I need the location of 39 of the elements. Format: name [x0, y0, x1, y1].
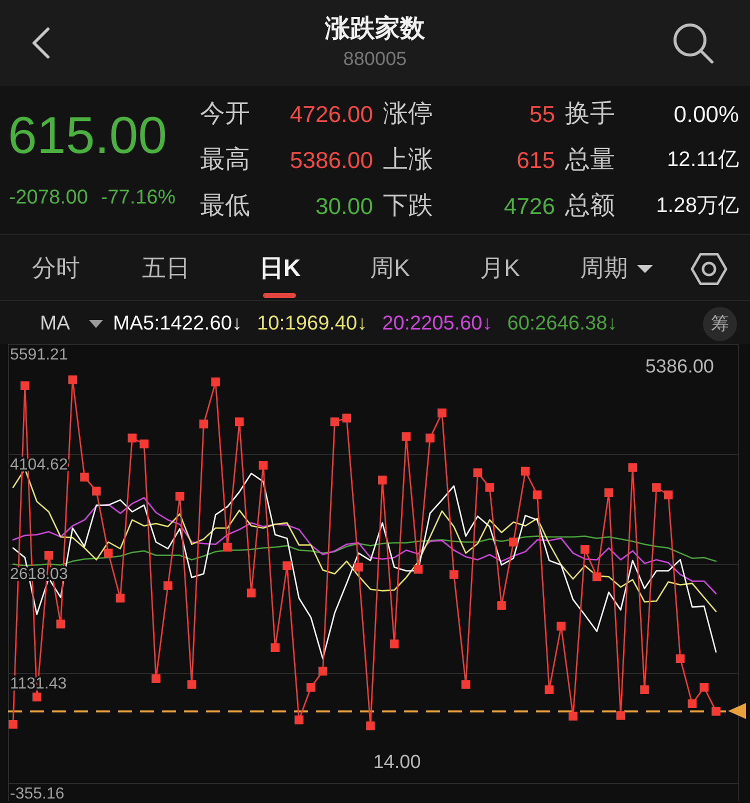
text: 0.00%	[674, 100, 739, 128]
text: 总量	[565, 146, 615, 174]
text: 12.11亿	[667, 148, 739, 172]
text: 880005	[343, 49, 407, 71]
text: 总额	[565, 192, 615, 220]
text: 5386.00	[290, 146, 373, 174]
text: 下跌	[383, 192, 433, 220]
text: 20:2205.60↓	[382, 312, 492, 336]
y-tick-label: -355.16	[10, 785, 64, 802]
text: 周K	[370, 255, 410, 283]
text: 最高	[200, 146, 250, 174]
text: MA5:1422.60↓	[113, 312, 242, 336]
text: 10:1969.40↓	[256, 312, 368, 336]
text: -77.16%	[101, 186, 176, 210]
text: 月K	[480, 255, 520, 283]
text: 30.00	[315, 192, 373, 220]
text: 周期	[580, 255, 628, 283]
text: 分时	[32, 255, 80, 283]
text: 55	[529, 100, 555, 128]
text: 4726.00	[290, 100, 373, 128]
text: 五日	[142, 255, 190, 283]
text: 60:2646.38↓	[507, 312, 618, 336]
annotation: 5386.00	[645, 356, 714, 378]
text: 4726	[504, 192, 555, 220]
text: 最低	[200, 192, 250, 220]
round-button: 筹	[703, 307, 737, 341]
annotation: 14.00	[373, 752, 421, 774]
legend-title: MA	[40, 312, 70, 336]
text: 今开	[200, 100, 250, 128]
text: 涨停	[383, 100, 433, 128]
text: 615.00	[8, 107, 168, 167]
y-tick-label: 5591.21	[10, 346, 68, 364]
text: -2078.00	[9, 186, 88, 210]
text: 1.28万亿	[656, 194, 739, 218]
text: 日K	[259, 255, 301, 283]
text: 615	[516, 146, 555, 174]
text: 上涨	[383, 146, 433, 174]
text: 涨跌家数	[325, 14, 425, 44]
text: 换手	[565, 100, 615, 128]
